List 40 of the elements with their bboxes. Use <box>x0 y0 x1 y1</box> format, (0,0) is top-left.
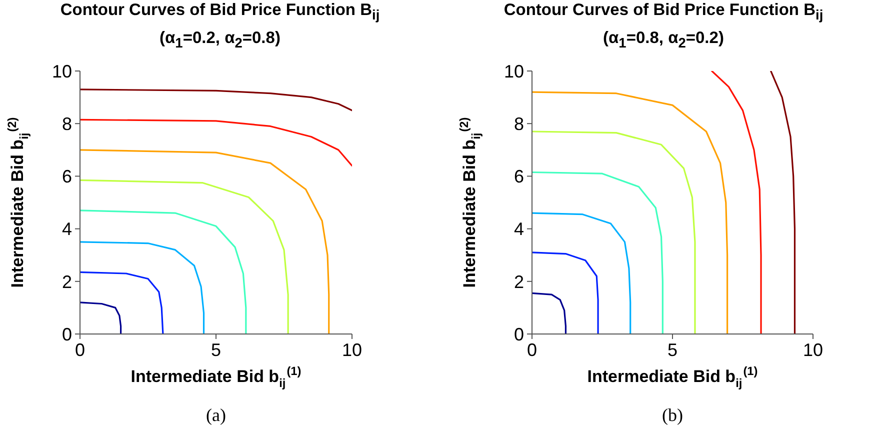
x-tick-label: 0 <box>74 340 86 360</box>
line-series <box>711 71 762 334</box>
line-series <box>770 71 796 334</box>
x-tick-label: 10 <box>342 340 362 360</box>
line-series <box>80 302 122 334</box>
chart-subtitle: (α$_{1}$=0.8, α$_{2}$=0.2) <box>602 28 725 53</box>
line-series <box>80 271 164 334</box>
y-tick-label: 2 <box>514 272 524 292</box>
line-series <box>532 212 632 334</box>
y-tick-label: 0 <box>514 324 524 344</box>
line-series <box>532 292 567 334</box>
chart-title: Contour Curves of Bid Price Function B$_{ij}$ <box>502 0 824 24</box>
text: (a) <box>205 405 227 426</box>
x-tick-label: 0 <box>526 340 538 360</box>
line-series <box>80 179 289 334</box>
y-tick-label: 4 <box>62 219 72 240</box>
chart-title: Contour Curves of Bid Price Function B$_{ij}$ <box>59 0 381 24</box>
line-series <box>80 210 247 334</box>
line-series <box>80 88 352 112</box>
y-tick-label: 2 <box>62 272 72 292</box>
y-tick-label: 8 <box>514 114 524 134</box>
line-series <box>532 130 696 334</box>
chart-subtitle: (α$_{1}$=0.2, α$_{2}$=0.8) <box>158 28 282 53</box>
x-tick-label: 10 <box>802 340 824 360</box>
line-series <box>80 149 330 334</box>
line-series <box>532 252 599 334</box>
y-tick-label: 0 <box>62 324 72 344</box>
y-tick-label: 10 <box>52 61 72 82</box>
y-tick-label: 8 <box>62 114 72 134</box>
line-series <box>532 91 728 334</box>
y-tick-label: 4 <box>514 219 524 240</box>
y-tick-label: 6 <box>514 166 524 187</box>
x-tick-label: 5 <box>210 340 222 360</box>
line-series <box>80 118 352 166</box>
line-series <box>532 171 664 334</box>
x-tick-label: 5 <box>667 340 678 360</box>
line-series <box>80 241 205 334</box>
text: (b) <box>661 405 684 426</box>
y-tick-label: 6 <box>62 166 72 187</box>
y-tick-label: 10 <box>504 61 524 82</box>
